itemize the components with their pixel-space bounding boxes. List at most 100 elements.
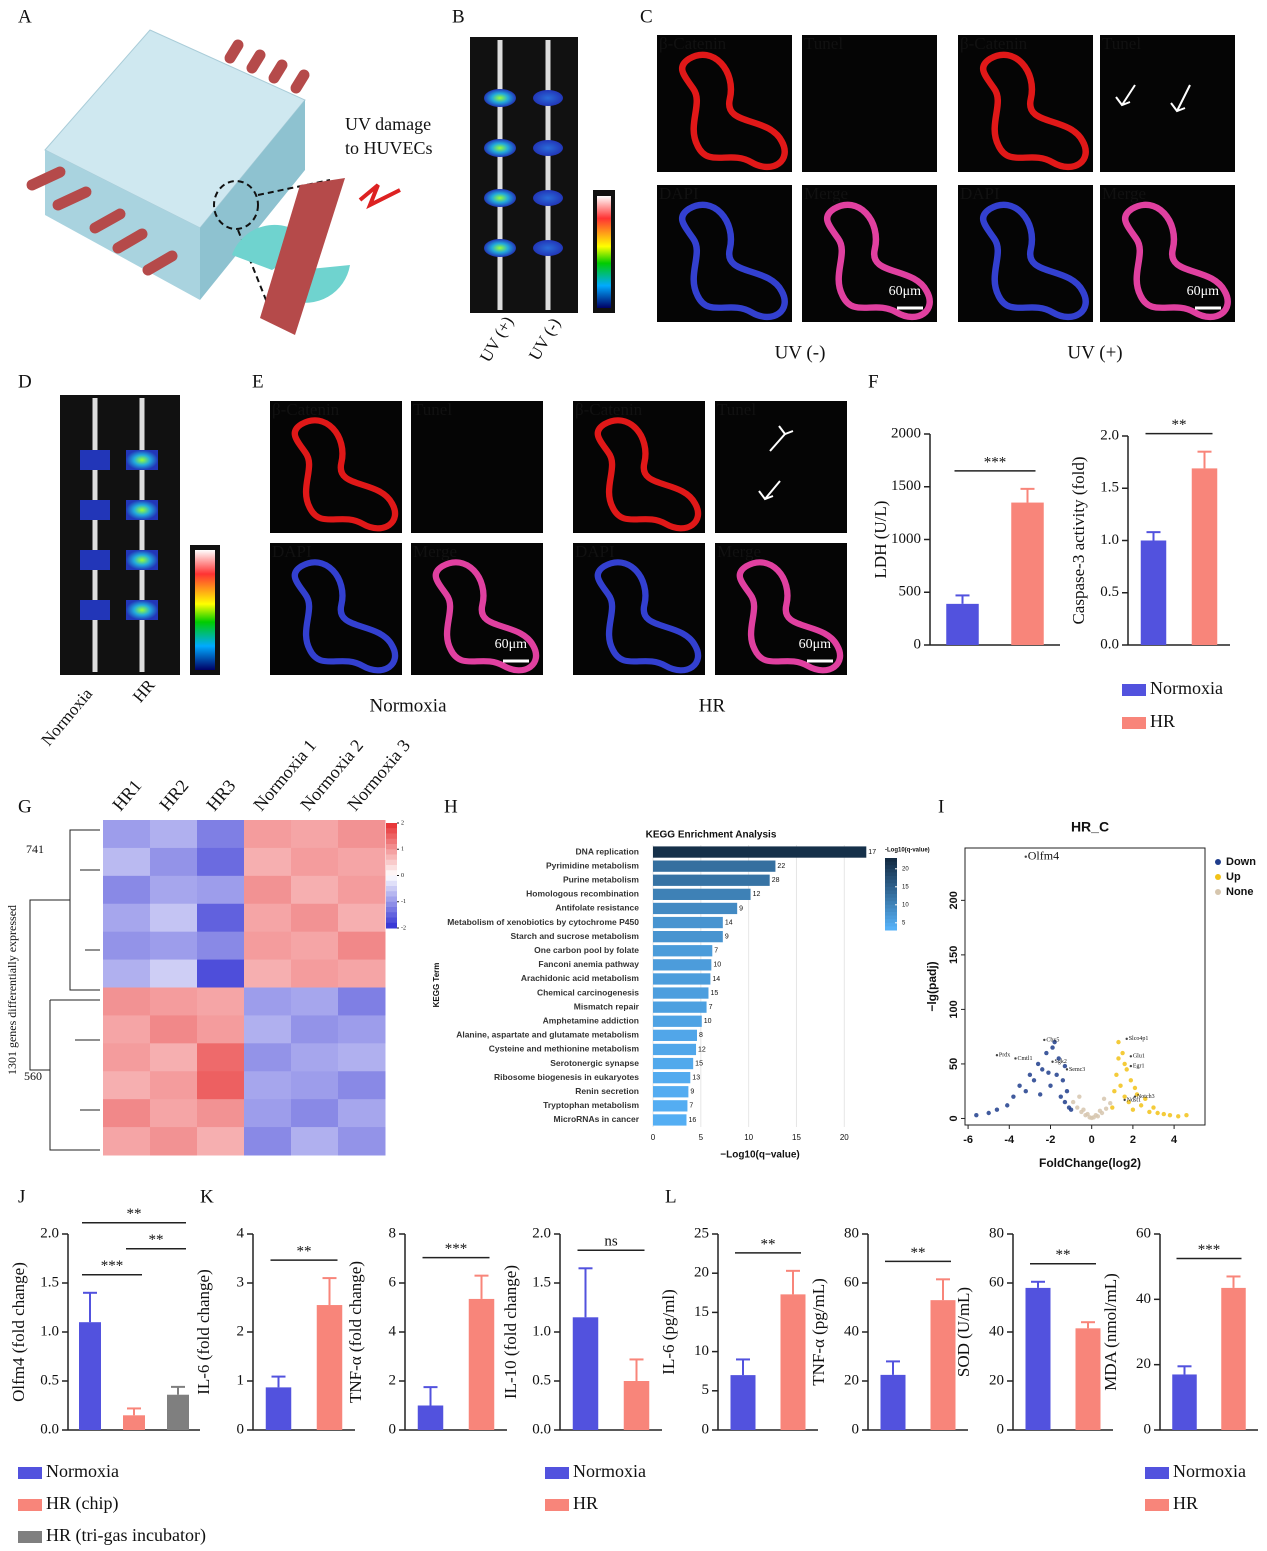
legend-label: Normoxia [46, 1461, 119, 1481]
y-tick-label: 0.0 [532, 1421, 551, 1437]
group-label: UV (+) [1067, 342, 1122, 363]
annotated-point [1014, 1057, 1017, 1060]
heatmap-cell [291, 1015, 339, 1044]
y-tick-label: 0.0 [1100, 636, 1119, 652]
data-label: 13 [692, 1074, 700, 1081]
point [1037, 1092, 1043, 1097]
point [1161, 1111, 1166, 1117]
annotation: UV damage [345, 114, 431, 134]
heatmap-cell [197, 959, 245, 988]
lane-label: Normoxia [37, 684, 96, 749]
point [1184, 1112, 1189, 1118]
bar [316, 1305, 343, 1430]
point [1062, 1063, 1068, 1069]
y-tick-label: 0 [914, 636, 922, 652]
significance-label: ** [911, 1245, 926, 1261]
legend-swatch [18, 1531, 42, 1543]
colorbar [195, 550, 215, 670]
scale-bar-label: 60μm [889, 284, 922, 299]
point [1093, 1112, 1099, 1118]
point [1151, 1105, 1156, 1110]
point [1035, 1061, 1041, 1067]
colorbar-step [885, 904, 897, 909]
heatmap-cell [338, 1043, 386, 1072]
legend-swatch [18, 1467, 42, 1479]
point [1011, 1094, 1016, 1099]
x-tick-label: 15 [792, 1133, 801, 1142]
point [994, 1107, 1000, 1112]
y-axis-label: TNF-α (fold change) [346, 1261, 365, 1403]
y-tick-label: 20 [844, 1372, 859, 1388]
lane-label: UV (+) [476, 313, 517, 365]
data-label: 7 [714, 948, 718, 955]
heatmap-cell [244, 931, 292, 961]
y-tick-label: 2 [389, 1372, 397, 1388]
panel-label: D [18, 371, 32, 392]
heatmap-cell [291, 847, 339, 877]
y-tick-label: 80 [989, 1225, 1004, 1241]
bar [167, 1394, 189, 1430]
heatmap-cell [338, 875, 386, 905]
colorbar-step [386, 896, 397, 903]
y-axis-label: KEGG Term [432, 963, 441, 1008]
heatmap-cell [150, 903, 198, 933]
annotation: to HUVECs [345, 138, 433, 158]
micrograph [411, 401, 543, 533]
data-label: 10 [704, 1018, 712, 1025]
data-label: 14 [712, 976, 720, 983]
colorbar-step [386, 880, 397, 887]
colorbar-step [885, 879, 897, 884]
point [1048, 1083, 1053, 1088]
y-tick-label: 100 [948, 1000, 960, 1018]
colorbar [597, 196, 611, 308]
legend-marker [1215, 859, 1221, 865]
point [1081, 1107, 1086, 1112]
x-tick-label: 10 [744, 1133, 753, 1142]
micrograph [573, 543, 705, 675]
heatmap-cell [103, 820, 151, 849]
group-label: UV (-) [775, 342, 826, 363]
bar [265, 1387, 292, 1430]
bar [653, 916, 723, 929]
heatmap-cell [291, 959, 339, 988]
x-tick-label: 0 [1089, 1134, 1095, 1146]
heatmap-cell [103, 903, 151, 933]
y-axis-label: 1301 genes differentially expressed [5, 905, 19, 1075]
point [1126, 1099, 1131, 1105]
cluster-size: 560 [24, 1069, 42, 1083]
y-tick-label: 20 [1136, 1356, 1151, 1372]
bar [417, 1405, 444, 1430]
panel-label: E [252, 371, 264, 392]
y-tick-label: 6 [389, 1274, 397, 1290]
colorbar-tick-label: -2 [401, 925, 406, 931]
y-tick-label: 1.5 [532, 1274, 551, 1290]
panel-label: C [640, 6, 653, 27]
y-tick-label: 200 [948, 891, 960, 909]
y-tick-label: 0 [1144, 1421, 1152, 1437]
y-tick-label: 2 [237, 1323, 245, 1339]
y-axis-label: IL-6 (pg/ml) [659, 1289, 678, 1374]
annotation: Notch3 [1137, 1094, 1155, 1100]
lane-label: UV (-) [525, 315, 564, 364]
colorbar-step [386, 891, 397, 897]
data-label: 8 [699, 1032, 703, 1039]
micrographs: β-Catenin Tunel DAPI Merge 60μm UV (-) β-Caten… [270, 34, 1235, 716]
y-tick-label: 4 [237, 1225, 245, 1241]
channel-label: Merge [804, 184, 848, 203]
y-tick-label: Starch and sucrose metabolism [511, 931, 640, 941]
heatmap-cell [291, 903, 339, 933]
annotation: Semc3 [1069, 1067, 1085, 1073]
point [1097, 1108, 1103, 1114]
y-tick-label: Chemical carcinogenesis [537, 987, 639, 997]
uv-bolt [358, 183, 401, 210]
significance-label: ** [149, 1232, 164, 1248]
dendrogram [29, 829, 100, 1151]
data-label: 7 [709, 1004, 713, 1011]
heatmap-cell [244, 820, 292, 849]
legend-swatch [18, 1499, 42, 1511]
point [1116, 1056, 1121, 1061]
colorbar-tick-label: -1 [401, 899, 406, 905]
y-tick-label: 40 [844, 1323, 859, 1339]
micrograph [715, 401, 847, 533]
cluster-size: 741 [26, 842, 44, 856]
